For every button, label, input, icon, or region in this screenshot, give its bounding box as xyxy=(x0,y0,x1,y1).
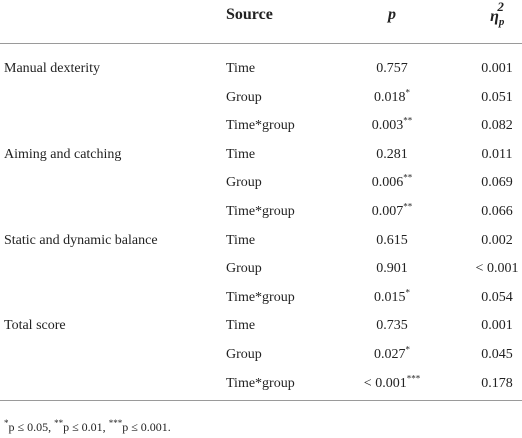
eta-symbol: η xyxy=(490,8,499,25)
p-value: 0.006 xyxy=(371,175,404,191)
note-stars: *** xyxy=(108,418,123,428)
eta-sub: p xyxy=(498,16,505,29)
p-cell: 0.007** xyxy=(371,201,413,221)
source-cell: Time xyxy=(226,232,256,248)
p-stars: * xyxy=(405,287,411,298)
note-stars: ** xyxy=(54,418,64,428)
source-cell: Time xyxy=(226,146,256,162)
header-eta: ηp 2 xyxy=(490,0,505,29)
group-label: Static and dynamic balance xyxy=(4,232,158,248)
eta-cell: 0.011 xyxy=(481,146,513,162)
source-cell: Time*group xyxy=(226,204,295,219)
note-stars: * xyxy=(4,418,9,428)
p-value: 0.757 xyxy=(376,61,408,76)
p-value: 0.003 xyxy=(371,118,404,134)
eta-cell: 0.069 xyxy=(481,175,513,191)
p-cell: 0.027* xyxy=(374,344,411,364)
p-cell: < 0.001*** xyxy=(363,372,421,393)
source-cell: Time*group xyxy=(226,289,295,305)
eta-sup: 2 xyxy=(497,0,504,14)
source-cell: Time*group xyxy=(226,375,295,391)
p-cell: 0.006** xyxy=(371,172,413,192)
note: ***p ≤ 0.001. xyxy=(108,418,171,435)
p-value: 0.018 xyxy=(374,89,406,105)
p-cell: 0.901 xyxy=(376,260,408,278)
p-value: 0.735 xyxy=(376,318,408,334)
note: **p ≤ 0.01, xyxy=(54,418,109,435)
p-value: 0.901 xyxy=(376,261,408,277)
p-value: 0.281 xyxy=(376,146,408,162)
p-stars: ** xyxy=(403,172,413,183)
p-cell: 0.735 xyxy=(376,317,408,335)
source-cell: Group xyxy=(226,261,262,277)
note-text: p ≤ 0.01, xyxy=(63,420,106,434)
bottom-rule xyxy=(0,400,522,401)
p-stars: * xyxy=(405,86,411,97)
note-text: p ≤ 0.001. xyxy=(122,420,171,434)
source-cell: Group xyxy=(226,89,262,105)
p-value: 0.615 xyxy=(376,232,408,248)
eta-cell: 0.051 xyxy=(481,89,513,105)
eta-cell: 0.045 xyxy=(481,347,513,362)
p-stars: *** xyxy=(406,372,421,383)
source-cell: Group xyxy=(226,347,262,362)
group-label: Total score xyxy=(4,318,66,334)
source-cell: Time xyxy=(226,61,256,76)
p-cell: 0.015* xyxy=(374,287,411,307)
eta-cell: 0.001 xyxy=(481,318,513,334)
group-label: Manual dexterity xyxy=(4,61,101,76)
eta-cell: 0.002 xyxy=(481,232,513,248)
header-source: Source xyxy=(226,6,273,23)
p-cell: 0.615 xyxy=(376,232,408,250)
p-cell: 0.003** xyxy=(371,115,413,135)
note-text: p ≤ 0.05, xyxy=(8,420,52,434)
p-value: 0.007 xyxy=(371,204,404,219)
source-cell: Group xyxy=(226,175,262,191)
p-cell: 0.757 xyxy=(376,60,408,78)
eta-cell: 0.054 xyxy=(481,289,513,305)
source-cell: Time*group xyxy=(226,118,295,134)
eta-cell: 0.001 xyxy=(481,61,513,76)
p-value: 0.015 xyxy=(374,289,406,305)
footnote: *p ≤ 0.05, **p ≤ 0.01, ***p ≤ 0.001. xyxy=(4,418,171,436)
p-stars: ** xyxy=(403,115,413,126)
p-stars: * xyxy=(405,344,411,355)
p-stars: ** xyxy=(403,201,413,212)
header-p: p xyxy=(388,6,396,23)
header-rule xyxy=(0,43,522,44)
eta-cell: < 0.001 xyxy=(475,261,519,277)
p-cell: 0.018* xyxy=(374,86,411,107)
note: *p ≤ 0.05, xyxy=(4,418,54,435)
eta-cell: 0.082 xyxy=(481,118,513,134)
source-cell: Time xyxy=(226,318,256,334)
group-label: Aiming and catching xyxy=(4,146,122,162)
p-cell: 0.281 xyxy=(376,146,408,164)
eta-cell: 0.066 xyxy=(481,204,513,219)
eta-cell: 0.178 xyxy=(481,375,513,391)
p-value: 0.027 xyxy=(374,347,406,362)
p-value: < 0.001 xyxy=(363,375,407,391)
